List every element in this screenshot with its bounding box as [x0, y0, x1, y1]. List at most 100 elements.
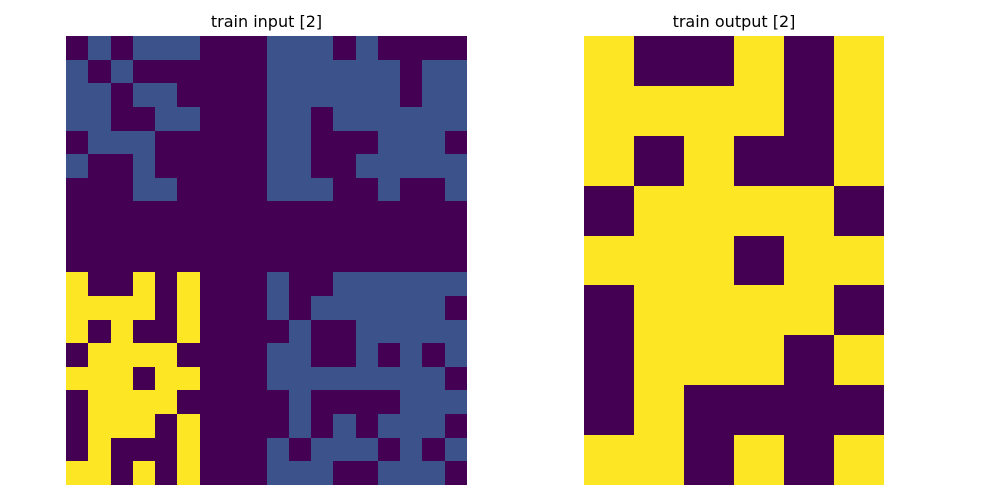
train-input-cell	[221, 154, 245, 178]
train-input-cell	[88, 461, 111, 485]
train-output-cell	[784, 85, 834, 136]
train-input-cell	[88, 59, 111, 84]
train-output-cell	[734, 435, 784, 485]
train-input-cell	[132, 59, 156, 84]
train-input-cell	[333, 319, 356, 344]
train-input-cell	[444, 177, 467, 202]
train-input-cell	[132, 130, 156, 155]
train-input-cell	[177, 59, 200, 84]
train-input-cell	[422, 248, 445, 273]
train-input-cell	[400, 295, 423, 320]
train-input-cell	[311, 414, 334, 438]
train-input-cell	[311, 225, 334, 249]
train-input-cell	[199, 59, 222, 84]
train-output-cell	[684, 36, 734, 86]
train-input-cell	[132, 366, 156, 391]
train-output-cell	[634, 385, 684, 436]
train-input-cell	[311, 390, 334, 415]
train-input-cell	[66, 106, 89, 131]
train-input-cell	[221, 177, 245, 202]
train-output-cell	[784, 285, 834, 336]
train-output-cell	[634, 285, 684, 336]
train-input-cell	[244, 272, 267, 296]
train-input-cell	[221, 36, 245, 60]
train-input-cell	[377, 154, 401, 178]
train-output-cell	[784, 36, 834, 86]
train-output-cell	[584, 285, 634, 336]
train-input-cell	[66, 225, 89, 249]
train-input-cell	[266, 106, 289, 131]
train-input-cell	[199, 106, 222, 131]
train-input-cell	[333, 248, 356, 273]
train-input-cell	[199, 295, 222, 320]
train-input-cell	[400, 225, 423, 249]
train-output-grid	[584, 36, 884, 485]
train-input-cell	[266, 437, 289, 462]
train-input-cell	[132, 319, 156, 344]
train-output-cell	[684, 235, 734, 286]
train-input-cell	[110, 130, 133, 155]
train-input-cell	[377, 390, 401, 415]
train-input-cell	[288, 201, 312, 226]
train-input-cell	[110, 154, 133, 178]
train-input-cell	[177, 130, 200, 155]
train-input-cell	[132, 106, 156, 131]
train-input-cell	[444, 59, 467, 84]
train-input-cell	[132, 177, 156, 202]
train-input-cell	[244, 437, 267, 462]
train-input-cell	[88, 225, 111, 249]
train-input-cell	[177, 390, 200, 415]
train-input-cell	[288, 225, 312, 249]
train-input-cell	[155, 36, 178, 60]
train-input-cell	[377, 106, 401, 131]
train-input-cell	[377, 59, 401, 84]
train-input-cell	[155, 106, 178, 131]
train-input-cell	[266, 414, 289, 438]
train-input-cell	[444, 154, 467, 178]
train-input-cell	[177, 248, 200, 273]
train-input-cell	[444, 130, 467, 155]
train-output-cell	[784, 335, 834, 386]
train-input-cell	[266, 272, 289, 296]
train-input-cell	[333, 461, 356, 485]
train-input-cell	[288, 177, 312, 202]
train-input-cell	[355, 36, 378, 60]
train-input-cell	[177, 343, 200, 367]
train-output-cell	[734, 185, 784, 236]
train-input-cell	[266, 390, 289, 415]
train-output-panel: train output [2]	[584, 0, 884, 500]
train-input-cell	[110, 106, 133, 131]
train-output-cell	[834, 36, 884, 86]
train-input-cell	[422, 36, 445, 60]
train-input-cell	[221, 295, 245, 320]
train-input-cell	[422, 390, 445, 415]
train-input-cell	[199, 248, 222, 273]
train-input-cell	[177, 225, 200, 249]
train-input-cell	[333, 201, 356, 226]
train-input-cell	[155, 366, 178, 391]
train-output-cell	[684, 335, 734, 386]
train-input-cell	[444, 272, 467, 296]
train-input-cell	[377, 225, 401, 249]
train-output-cell	[584, 235, 634, 286]
train-input-cell	[221, 248, 245, 273]
train-input-cell	[66, 248, 89, 273]
train-input-cell	[110, 295, 133, 320]
train-input-cell	[66, 272, 89, 296]
train-output-cell	[634, 135, 684, 186]
train-input-cell	[288, 130, 312, 155]
train-output-cell	[834, 435, 884, 485]
train-input-cell	[177, 437, 200, 462]
train-input-cell	[177, 272, 200, 296]
train-input-cell	[132, 83, 156, 107]
train-input-cell	[110, 177, 133, 202]
train-input-cell	[66, 36, 89, 60]
train-input-cell	[444, 36, 467, 60]
train-input-cell	[244, 201, 267, 226]
train-input-cell	[422, 59, 445, 84]
train-input-cell	[155, 295, 178, 320]
train-input-cell	[266, 319, 289, 344]
train-input-cell	[444, 437, 467, 462]
train-input-cell	[422, 366, 445, 391]
train-input-cell	[355, 225, 378, 249]
